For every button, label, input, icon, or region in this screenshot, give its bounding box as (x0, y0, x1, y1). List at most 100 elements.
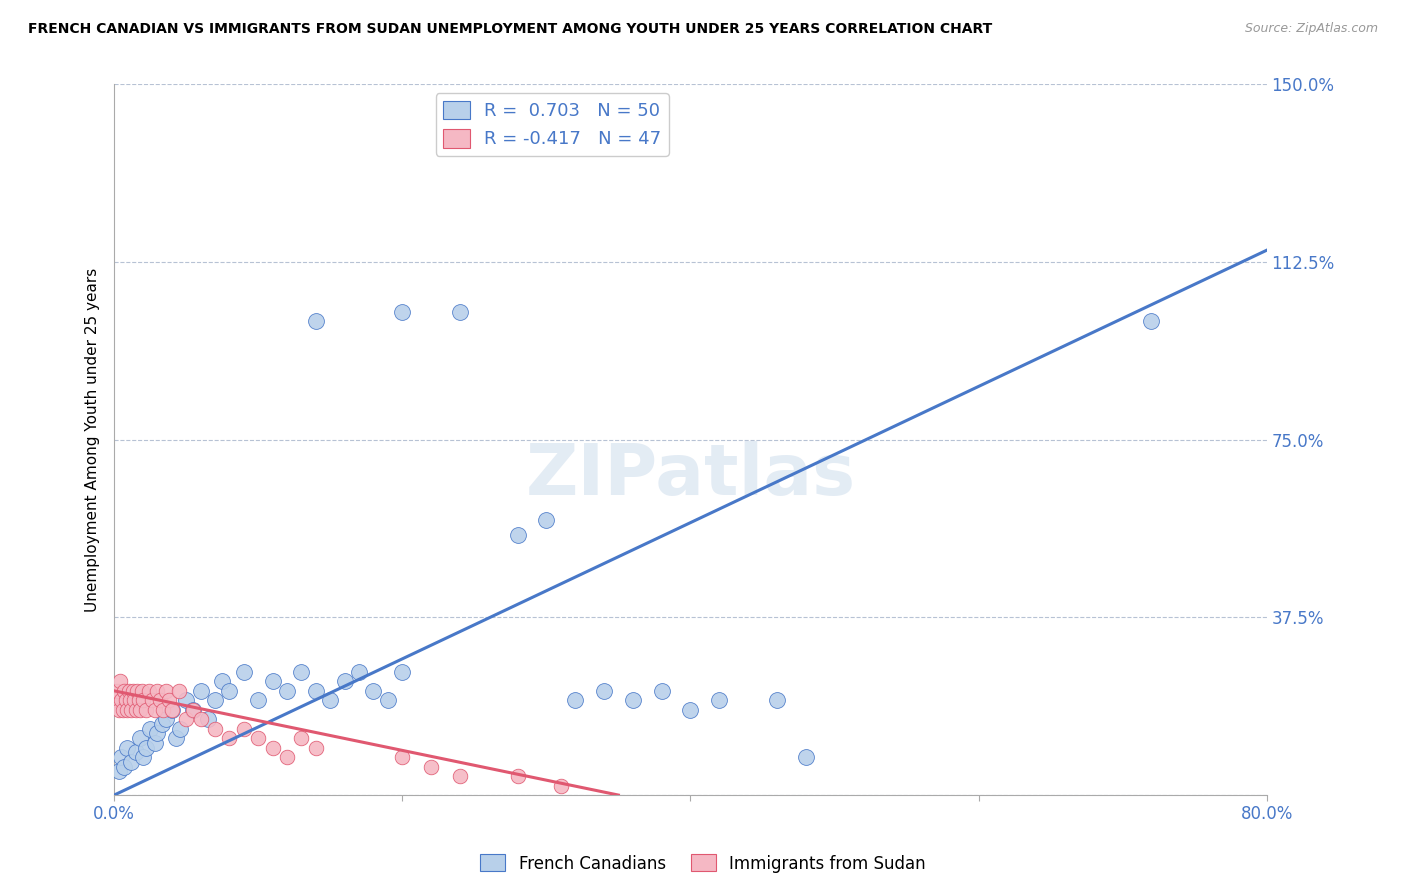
Point (679, 703, 702, 717)
Point (211, 674, 233, 689)
Point (204, 693, 226, 707)
Point (276, 683, 298, 698)
Point (564, 693, 586, 707)
Point (377, 693, 399, 707)
Point (143, 703, 166, 717)
Point (290, 731, 312, 746)
Point (218, 683, 240, 698)
Point (155, 712, 177, 726)
Point (146, 726, 169, 740)
Point (305, 740, 328, 755)
Point (183, 703, 205, 717)
Legend: R =  0.703   N = 50, R = -0.417   N = 47: R = 0.703 N = 50, R = -0.417 N = 47 (436, 94, 669, 155)
Point (139, 722, 162, 736)
Point (305, 314, 328, 328)
Point (112, 683, 135, 698)
Point (167, 683, 190, 698)
Point (121, 755, 143, 769)
Point (114, 693, 136, 707)
Point (150, 717, 173, 731)
Point (132, 693, 155, 707)
Point (111, 703, 134, 717)
Point (121, 703, 143, 717)
Point (107, 764, 129, 779)
Point (146, 683, 169, 698)
Y-axis label: Unemployment Among Youth under 25 years: Unemployment Among Youth under 25 years (86, 268, 100, 612)
Point (157, 693, 180, 707)
Point (135, 703, 157, 717)
Point (129, 703, 152, 717)
Point (449, 305, 471, 319)
Point (124, 693, 146, 707)
Point (290, 665, 312, 679)
Point (125, 746, 148, 760)
Point (149, 693, 172, 707)
Text: FRENCH CANADIAN VS IMMIGRANTS FROM SUDAN UNEMPLOYMENT AMONG YOUTH UNDER 25 YEARS: FRENCH CANADIAN VS IMMIGRANTS FROM SUDAN… (28, 22, 993, 37)
Point (319, 693, 342, 707)
Point (363, 683, 385, 698)
Point (141, 693, 163, 707)
Point (262, 674, 284, 689)
Point (276, 750, 298, 764)
Point (110, 693, 132, 707)
Point (152, 703, 174, 717)
Point (138, 683, 160, 698)
Point (347, 665, 370, 679)
Text: ZIPatlas: ZIPatlas (526, 441, 855, 510)
Point (190, 683, 212, 698)
Point (190, 712, 212, 726)
Point (621, 693, 644, 707)
Point (333, 674, 356, 689)
Point (131, 683, 153, 698)
Point (132, 750, 155, 764)
Point (247, 731, 270, 746)
Point (506, 527, 529, 541)
Point (174, 712, 197, 726)
Point (709, 693, 731, 707)
Point (160, 703, 183, 717)
Point (118, 693, 141, 707)
Point (105, 683, 128, 698)
Point (506, 769, 529, 783)
Point (135, 740, 157, 755)
Point (122, 683, 145, 698)
Point (165, 731, 187, 746)
Point (391, 665, 413, 679)
Point (766, 693, 789, 707)
Point (262, 740, 284, 755)
Point (449, 769, 471, 783)
Point (391, 305, 413, 319)
Point (536, 513, 558, 527)
Point (232, 722, 254, 736)
Point (155, 683, 177, 698)
Point (112, 759, 135, 773)
Point (183, 703, 205, 717)
Point (391, 750, 413, 764)
Point (174, 693, 197, 707)
Point (107, 703, 129, 717)
Point (232, 665, 254, 679)
Point (160, 703, 183, 717)
Point (794, 750, 817, 764)
Point (305, 683, 328, 698)
Text: Source: ZipAtlas.com: Source: ZipAtlas.com (1244, 22, 1378, 36)
Point (104, 693, 127, 707)
Legend: French Canadians, Immigrants from Sudan: French Canadians, Immigrants from Sudan (474, 847, 932, 880)
Point (143, 736, 166, 750)
Point (169, 722, 191, 736)
Point (108, 674, 131, 689)
Point (420, 759, 443, 773)
Point (550, 779, 572, 793)
Point (129, 731, 152, 746)
Point (117, 683, 139, 698)
Point (218, 731, 240, 746)
Point (1140, 314, 1163, 328)
Point (197, 712, 219, 726)
Point (125, 703, 148, 717)
Point (110, 750, 132, 764)
Point (651, 683, 673, 698)
Point (247, 693, 270, 707)
Point (128, 693, 150, 707)
Point (204, 722, 226, 736)
Point (593, 683, 616, 698)
